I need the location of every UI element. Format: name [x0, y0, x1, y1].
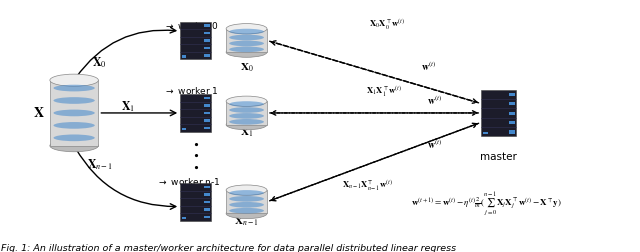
- Text: $\mathbf{X}_{n-1}\mathbf{X}_{n-1}^\top\mathbf{w}^{(t)}$: $\mathbf{X}_{n-1}\mathbf{X}_{n-1}^\top\m…: [342, 178, 394, 193]
- Text: $\mathbf{w}^{(t)}$: $\mathbf{w}^{(t)}$: [428, 93, 443, 107]
- Bar: [509, 130, 515, 134]
- Ellipse shape: [229, 119, 264, 125]
- Ellipse shape: [229, 29, 264, 34]
- Ellipse shape: [54, 110, 95, 116]
- Text: $\bullet$
$\bullet$
$\bullet$: $\bullet$ $\bullet$ $\bullet$: [192, 138, 199, 172]
- Ellipse shape: [226, 96, 267, 106]
- Bar: [204, 208, 209, 211]
- Ellipse shape: [226, 119, 267, 130]
- Bar: [182, 217, 186, 219]
- Text: $\mathbf{X}_1\mathbf{X}_1^\top\mathbf{w}^{(t)}$: $\mathbf{X}_1\mathbf{X}_1^\top\mathbf{w}…: [365, 85, 402, 99]
- Bar: [204, 39, 209, 42]
- Bar: [180, 183, 211, 220]
- Text: $\mathbf{X}_1$: $\mathbf{X}_1$: [122, 100, 136, 114]
- Ellipse shape: [229, 35, 264, 40]
- Bar: [180, 94, 211, 132]
- Bar: [180, 22, 211, 59]
- Ellipse shape: [229, 208, 264, 213]
- Bar: [204, 54, 209, 57]
- Ellipse shape: [54, 85, 95, 91]
- Text: $\mathbf{X}_1$: $\mathbf{X}_1$: [240, 127, 253, 139]
- Bar: [204, 127, 209, 130]
- Ellipse shape: [54, 135, 95, 141]
- Text: $\mathbf{X}$: $\mathbf{X}$: [33, 106, 45, 120]
- Bar: [182, 55, 186, 58]
- Ellipse shape: [229, 101, 264, 107]
- Bar: [204, 186, 209, 188]
- Bar: [481, 89, 516, 136]
- Ellipse shape: [229, 190, 264, 196]
- Ellipse shape: [229, 196, 264, 202]
- Text: $\rightarrow$ worker 1: $\rightarrow$ worker 1: [164, 85, 218, 96]
- Bar: [50, 80, 99, 146]
- Text: $\mathbf{X}_{n-1}$: $\mathbf{X}_{n-1}$: [86, 157, 113, 172]
- Bar: [483, 132, 488, 135]
- Ellipse shape: [229, 107, 264, 113]
- Bar: [204, 97, 209, 100]
- Bar: [226, 101, 267, 125]
- Bar: [204, 216, 209, 218]
- Bar: [204, 24, 209, 27]
- Text: $\mathbf{w}^{(t)}$: $\mathbf{w}^{(t)}$: [421, 59, 436, 73]
- Text: $\rightarrow$ worker 0: $\rightarrow$ worker 0: [164, 20, 218, 31]
- Bar: [226, 190, 267, 213]
- Bar: [509, 121, 515, 124]
- Ellipse shape: [50, 74, 99, 86]
- Ellipse shape: [226, 208, 267, 219]
- Text: master: master: [481, 152, 517, 162]
- Ellipse shape: [229, 113, 264, 119]
- Bar: [204, 47, 209, 49]
- Text: $\rightarrow$ worker n-1: $\rightarrow$ worker n-1: [157, 176, 221, 187]
- Text: $\mathbf{X}_0\mathbf{X}_0^\top\mathbf{w}^{(t)}$: $\mathbf{X}_0\mathbf{X}_0^\top\mathbf{w}…: [369, 18, 405, 32]
- Bar: [204, 193, 209, 196]
- Text: $\mathbf{X}_0$: $\mathbf{X}_0$: [92, 55, 107, 70]
- Text: $\mathbf{X}_{n-1}$: $\mathbf{X}_{n-1}$: [234, 215, 259, 228]
- Bar: [509, 112, 515, 115]
- Ellipse shape: [226, 185, 267, 195]
- Bar: [204, 201, 209, 203]
- Text: Fig. 1: An illustration of a master/worker architecture for data parallel distri: Fig. 1: An illustration of a master/work…: [1, 244, 456, 252]
- Ellipse shape: [229, 41, 264, 46]
- Bar: [204, 112, 209, 114]
- Text: $\mathbf{w}^{(t+1)}=\mathbf{w}^{(t)}-\eta^{(t)}\frac{2}{m}(\sum_{j=0}^{n-1}\math: $\mathbf{w}^{(t+1)}=\mathbf{w}^{(t)}-\et…: [410, 191, 561, 218]
- Bar: [509, 102, 515, 105]
- Text: $\mathbf{X}_0$: $\mathbf{X}_0$: [239, 61, 253, 74]
- Ellipse shape: [229, 47, 264, 52]
- Text: $\mathbf{w}^{(t)}$: $\mathbf{w}^{(t)}$: [428, 138, 443, 151]
- Ellipse shape: [50, 140, 99, 152]
- Bar: [509, 93, 515, 96]
- Ellipse shape: [226, 47, 267, 57]
- Ellipse shape: [54, 97, 95, 104]
- Bar: [226, 29, 267, 52]
- Bar: [204, 104, 209, 107]
- Bar: [182, 128, 186, 130]
- Ellipse shape: [226, 24, 267, 34]
- Bar: [204, 119, 209, 122]
- Ellipse shape: [229, 202, 264, 208]
- Bar: [204, 32, 209, 35]
- Ellipse shape: [54, 122, 95, 129]
